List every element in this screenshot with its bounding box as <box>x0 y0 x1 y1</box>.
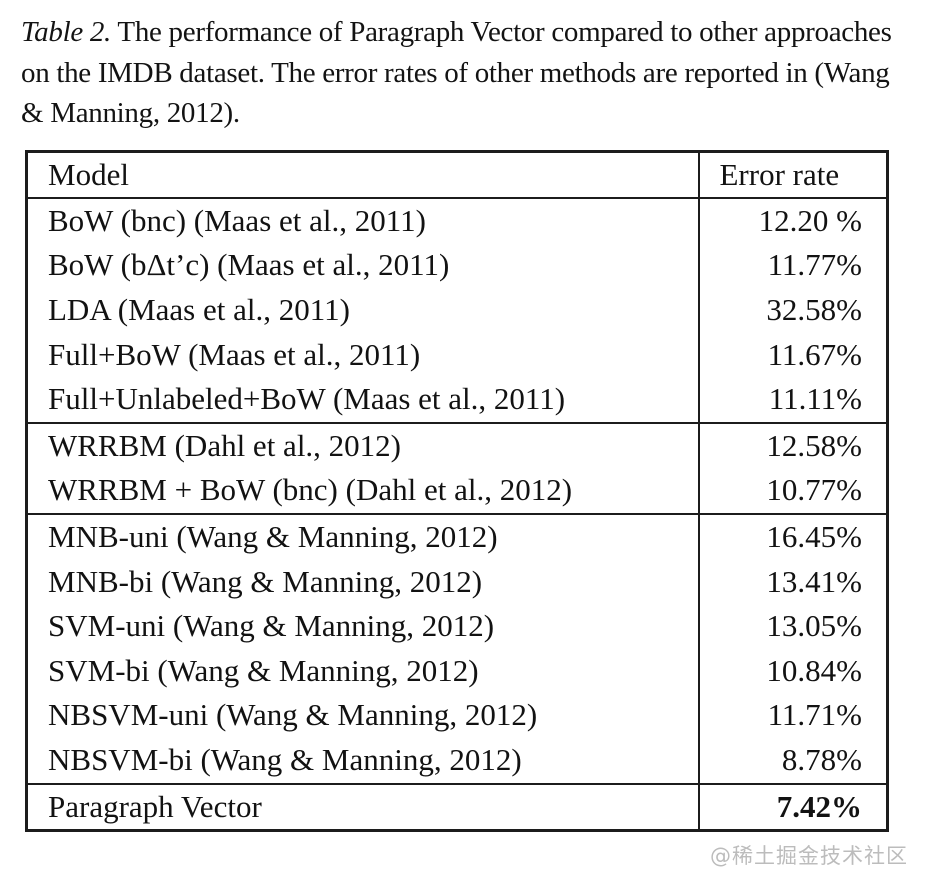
table-row: MNB-bi (Wang & Manning, 2012) 13.41% <box>27 559 888 605</box>
error-rate-cell: 11.11% <box>697 377 888 423</box>
watermark: @稀土掘金技术社区 <box>710 844 908 868</box>
error-rate-cell: 12.20 % <box>697 196 888 244</box>
error-rate-cell: 11.71% <box>697 693 888 738</box>
model-cell: NBSVM-bi (Wang & Manning, 2012) <box>48 741 522 777</box>
model-cell: Full+Unlabeled+BoW (Maas et al., 2011) <box>48 381 566 417</box>
error-rate-cell: 11.77% <box>697 243 888 288</box>
error-rate-cell: 10.77% <box>697 468 888 514</box>
table-row: Paragraph Vector 7.42% <box>26 782 888 831</box>
error-rate-cell: 10.84% <box>697 648 888 694</box>
results-table: Model Error rate BoW (bnc) (Maas et al.,… <box>25 149 889 833</box>
model-cell: MNB-bi (Wang & Manning, 2012) <box>48 563 483 599</box>
results-table-body: BoW (bnc) (Maas et al., 2011) 12.20 % BoW … <box>26 196 888 831</box>
error-rate-cell: 8.78% <box>697 737 888 784</box>
table-row: BoW (bΔt’c) (Maas et al., 2011) 11.77% <box>27 243 888 288</box>
error-rate-cell: 13.41% <box>697 559 888 605</box>
model-cell: WRRBM (Dahl et al., 2012) <box>26 421 699 469</box>
error-rate-cell: 12.58% <box>697 421 888 469</box>
table-row: SVM-uni (Wang & Manning, 2012) 13.05% <box>27 604 888 649</box>
error-rate-cell: 13.05% <box>697 604 888 649</box>
model-cell: MNB-uni (Wang & Manning, 2012) <box>26 512 699 560</box>
table-row: SVM-bi (Wang & Manning, 2012) 10.84% <box>27 648 888 694</box>
model-cell: SVM-bi (Wang & Manning, 2012) <box>48 652 479 688</box>
model-cell: WRRBM + BoW (bnc) (Dahl et al., 2012) <box>48 472 573 508</box>
table-row: NBSVM-bi (Wang & Manning, 2012) 8.78% <box>27 737 888 784</box>
error-rate-cell: 11.67% <box>697 332 888 378</box>
caption-text: The performance of Paragraph Vector comp… <box>21 16 892 130</box>
table-row: LDA (Maas et al., 2011) 32.58% <box>27 287 888 333</box>
caption-label: Table 2. <box>21 16 111 48</box>
table-row: Full+BoW (Maas et al., 2011) 11.67% <box>27 332 888 378</box>
table-row: WRRBM (Dahl et al., 2012) 12.58% <box>26 421 888 469</box>
table-caption: Table 2. The performance of Paragraph Ve… <box>21 12 907 134</box>
model-cell: NBSVM-uni (Wang & Manning, 2012) <box>48 697 538 733</box>
error-rate-cell: 16.45% <box>697 512 888 560</box>
table-row: WRRBM + BoW (bnc) (Dahl et al., 2012) 10.… <box>27 468 888 514</box>
error-rate-cell: 32.58% <box>697 287 888 333</box>
table-row: BoW (bnc) (Maas et al., 2011) 12.20 % <box>26 196 888 244</box>
model-cell: BoW (bΔt’c) (Maas et al., 2011) <box>48 247 450 283</box>
table-row: NBSVM-uni (Wang & Manning, 2012) 11.71% <box>27 693 888 738</box>
column-header-model: Model <box>26 151 699 199</box>
error-rate-cell: 7.42% <box>697 782 888 831</box>
model-cell: Paragraph Vector <box>26 782 699 831</box>
column-header-error-rate: Error rate <box>697 151 888 199</box>
table-row: Full+Unlabeled+BoW (Maas et al., 2011) 11… <box>27 377 888 423</box>
table-header-row: Model Error rate <box>26 151 888 199</box>
model-cell: SVM-uni (Wang & Manning, 2012) <box>48 608 495 644</box>
table-row: MNB-uni (Wang & Manning, 2012) 16.45% <box>26 512 888 560</box>
model-cell: LDA (Maas et al., 2011) <box>48 291 350 327</box>
model-cell: Full+BoW (Maas et al., 2011) <box>48 336 421 372</box>
model-cell: BoW (bnc) (Maas et al., 2011) <box>26 196 699 244</box>
